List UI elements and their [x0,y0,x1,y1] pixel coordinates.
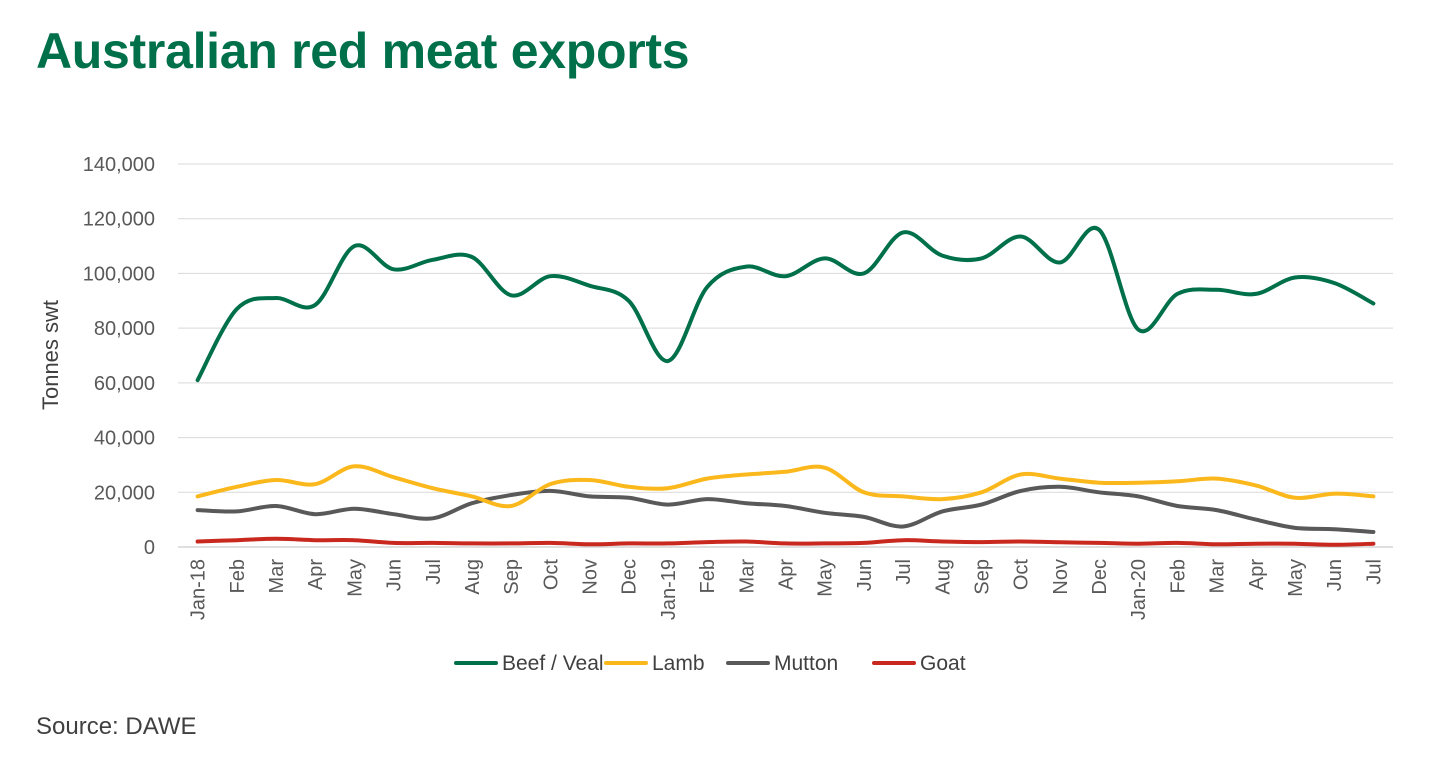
x-tick-label: Dec [619,559,641,595]
x-tick-label: Apr [776,559,798,590]
y-tick-label: 40,000 [94,428,155,450]
x-tick-label: Jul [1363,559,1385,585]
x-tick-label: Aug [932,559,954,595]
y-axis-title-group: Tonnes swt [38,300,63,410]
source-note: Source: DAWE [36,713,197,740]
x-tick-label: Aug [462,559,484,595]
x-tick-label: Sep [971,559,993,595]
legend-label-goat: Goat [920,652,966,675]
y-tick-label: 20,000 [94,482,155,504]
series-line-goat [195,536,1376,547]
x-tick-labels: Jan-18 Feb Mar Apr May Jun Jul Aug Sep Oct Nov Dec J… [188,559,1386,621]
x-tick-label: Sep [501,559,523,595]
y-tick-label: 80,000 [94,318,155,340]
legend: Beef / Veal Lamb Mutton Goat [454,652,966,675]
x-tick-label: Jun [384,559,406,591]
x-tick-label: Feb [227,559,249,593]
x-tick-label: Oct [1011,559,1033,591]
y-tick-label: 100,000 [83,263,155,285]
series-line-mutton [195,484,1376,534]
legend-label-mutton: Mutton [774,652,838,675]
x-tick-label: Jan-18 [188,559,210,620]
series-line-beef-veal [195,225,1376,383]
x-tick-label: Mar [1207,559,1229,594]
x-tick-label: May [344,559,366,597]
x-tick-label: Mar [736,559,758,594]
y-axis-title: Tonnes swt [38,300,63,410]
legend-label-beef-veal: Beef / Veal [502,652,604,675]
x-tick-label: Jan-20 [1128,559,1150,620]
y-tick-label: 60,000 [94,373,155,395]
legend-label-lamb: Lamb [652,652,705,675]
chart-title: Australian red meat exports [36,23,690,79]
x-tick-label: Feb [697,559,719,593]
series-lines [195,225,1376,547]
x-tick-label: Jul [893,559,915,585]
x-tick-label: Apr [305,559,327,590]
x-tick-label: Nov [1050,559,1072,595]
y-tick-label: 120,000 [83,209,155,231]
x-tick-label: Feb [1167,559,1189,593]
y-tick-labels: 0 20,000 40,000 60,000 80,000 100,000 120,000 1… [83,154,155,559]
x-tick-label: Jan-19 [658,559,680,620]
y-tick-label: 140,000 [83,154,155,176]
chart-svg: Tonnes swt 0 20,000 40,000 60,000 80,000 100,… [38,154,1393,675]
x-tick-label: May [1285,559,1307,597]
x-tick-label: Jun [854,559,876,591]
x-tick-label: Oct [540,559,562,591]
x-tick-label: Apr [1246,559,1268,590]
x-tick-label: Jul [423,559,445,585]
y-tick-label: 0 [144,537,155,559]
x-tick-label: Mar [266,559,288,594]
series-line-lamb [195,464,1376,509]
x-tick-label: Jun [1324,559,1346,591]
x-tick-label: Nov [580,559,602,595]
x-tick-label: Dec [1089,559,1111,595]
x-tick-label: May [815,559,837,597]
gridlines [178,163,1393,548]
